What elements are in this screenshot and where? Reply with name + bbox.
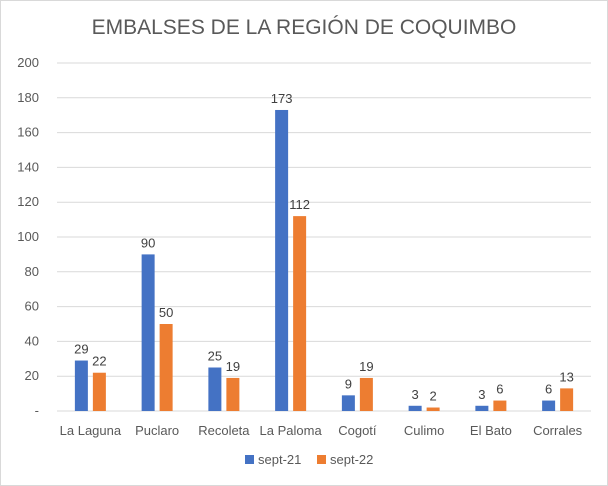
data-label: 3 [412,387,419,402]
x-tick-label: La Paloma [260,423,323,438]
bar-sept-22 [92,372,106,411]
y-tick-label: 200 [17,55,39,70]
data-label: 29 [74,342,88,357]
data-label: 13 [559,369,573,384]
data-label: 90 [141,235,155,250]
data-label: 2 [430,389,437,404]
x-tick-label: Culimo [404,423,444,438]
gridlines [57,62,591,377]
bar-sept-21 [275,109,289,411]
x-tick-label: Puclaro [135,423,179,438]
data-label: 19 [226,359,240,374]
y-tick-label: - [35,403,39,418]
y-tick-label: 40 [25,333,39,348]
bars [74,109,574,411]
y-tick-label: 160 [17,125,39,140]
legend-swatch-sept-21 [245,455,254,464]
x-tick-label: La Laguna [60,423,122,438]
y-tick-label: 100 [17,229,39,244]
bar-sept-22 [159,324,173,411]
bar-sept-22 [560,388,574,411]
data-label: 112 [289,197,310,212]
x-tick-label: Cogotí [338,423,377,438]
data-label: 9 [345,376,352,391]
bar-sept-21 [141,254,155,411]
bar-sept-22 [293,216,307,411]
y-tick-label: 140 [17,159,39,174]
legend-swatch-sept-22 [317,455,326,464]
y-tick-label: 120 [17,194,39,209]
x-tick-label: Corrales [533,423,583,438]
chart-title: EMBALSES DE LA REGIÓN DE COQUIMBO [91,16,517,39]
bar-sept-22 [426,407,440,411]
y-tick-label: 80 [25,264,39,279]
y-tick-label: 180 [17,90,39,105]
data-label: 22 [92,354,106,369]
bar-sept-22 [359,377,373,411]
data-label: 173 [271,91,293,106]
data-label: 19 [359,359,373,374]
bar-sept-21 [475,405,489,411]
x-tick-label: El Bato [470,423,512,438]
bar-sept-21 [542,400,556,411]
y-tick-label: 20 [25,368,39,383]
bar-sept-21 [408,405,422,411]
legend: sept-21 sept-22 [245,452,373,467]
data-label: 50 [159,305,173,320]
data-label: 3 [478,387,485,402]
data-label: 6 [545,382,552,397]
legend-label: sept-21 [258,452,301,467]
y-tick-label: 60 [25,299,39,314]
bar-sept-21 [341,395,355,411]
data-label: 25 [208,349,222,364]
legend-label: sept-22 [330,452,373,467]
bar-sept-21 [208,367,222,411]
bar-sept-22 [493,400,507,411]
bar-sept-22 [226,377,240,411]
bar-sept-21 [74,360,88,411]
data-label: 6 [496,382,503,397]
x-tick-label: Recoleta [198,423,250,438]
